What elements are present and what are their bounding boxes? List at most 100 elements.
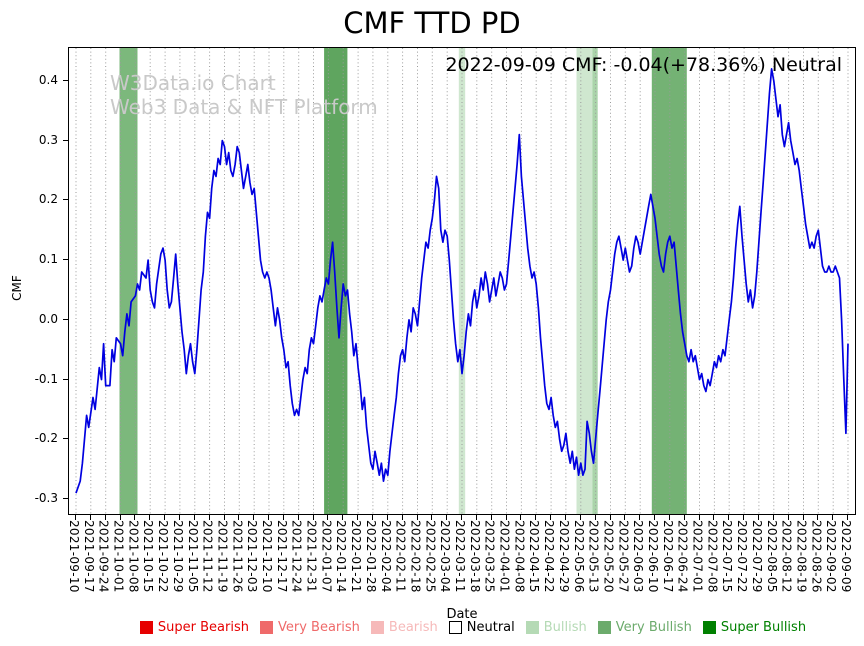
- signal-band-bullish: [458, 48, 466, 514]
- x-tick-mark: [639, 515, 641, 520]
- x-tick-label: 2022-05-13: [586, 520, 601, 593]
- y-tick-label: -0.3: [34, 491, 58, 506]
- x-tick-mark: [787, 515, 789, 520]
- x-tick-mark: [579, 515, 581, 520]
- x-tick-label: 2022-06-24: [675, 520, 690, 593]
- legend-swatch: [597, 621, 611, 634]
- y-tick-mark: [63, 438, 68, 440]
- x-tick-label: 2022-06-03: [631, 520, 646, 593]
- x-tick-mark: [119, 515, 121, 520]
- x-tick-label: 2021-12-03: [245, 520, 260, 593]
- x-tick-label: 2022-05-20: [601, 520, 616, 593]
- latest-value-annotation: 2022-09-09 CMF: -0.04(+78.36%) Neutral: [445, 54, 842, 76]
- x-tick-label: 2022-07-08: [705, 520, 720, 593]
- legend-item-very-bullish: Very Bullish: [597, 620, 692, 635]
- x-tick-label: 2022-02-25: [423, 520, 438, 593]
- legend-item-super-bearish: Super Bearish: [139, 620, 249, 635]
- cmf-line: [75, 68, 849, 494]
- chart-title: CMF TTD PD: [343, 6, 521, 40]
- x-tick-mark: [89, 515, 91, 520]
- x-tick-label: 2021-10-22: [156, 520, 171, 593]
- x-tick-label: 2022-08-26: [809, 520, 824, 593]
- x-tick-mark: [134, 515, 136, 520]
- x-tick-mark: [698, 515, 700, 520]
- x-tick-mark: [609, 515, 611, 520]
- x-tick-label: 2022-05-27: [616, 520, 631, 593]
- x-tick-label: 2022-09-09: [839, 520, 853, 593]
- x-tick-label: 2022-01-28: [363, 520, 378, 593]
- x-tick-mark: [401, 515, 403, 520]
- x-tick-label: 2022-08-19: [794, 520, 809, 593]
- x-tick-mark: [490, 515, 492, 520]
- x-tick-label: 2022-02-04: [378, 520, 393, 593]
- x-tick-label: 2021-10-29: [170, 520, 185, 593]
- x-tick-label: 2021-11-12: [200, 520, 215, 593]
- x-tick-label: 2022-06-17: [660, 520, 675, 593]
- x-tick-label: 2022-04-08: [512, 520, 527, 593]
- legend-item-super-bullish: Super Bullish: [702, 620, 806, 635]
- x-tick-label: 2021-11-26: [230, 520, 245, 593]
- x-tick-mark: [297, 515, 299, 520]
- x-tick-mark: [654, 515, 655, 520]
- x-tick-label: 2022-03-25: [482, 520, 497, 593]
- y-axis-title: CMF: [9, 275, 24, 301]
- legend-label: Super Bearish: [157, 620, 249, 635]
- legend-label: Bearish: [388, 620, 438, 635]
- x-tick-label: 2021-12-17: [274, 520, 289, 593]
- x-tick-label: 2022-02-18: [408, 520, 423, 593]
- x-tick-mark: [178, 515, 180, 520]
- x-tick-mark: [802, 515, 804, 520]
- y-tick-label: 0.4: [38, 72, 58, 87]
- legend-label: Very Bearish: [278, 620, 360, 635]
- x-tick-mark: [757, 515, 759, 520]
- x-tick-mark: [446, 515, 448, 520]
- x-tick-label: 2022-01-14: [334, 520, 349, 593]
- x-axis-title: Date: [446, 607, 478, 622]
- x-tick-label: 2021-09-10: [67, 520, 81, 593]
- x-tick-mark: [371, 515, 373, 520]
- y-tick-mark: [63, 199, 68, 201]
- legend-label: Very Bullish: [615, 620, 692, 635]
- legend-swatch: [260, 621, 273, 634]
- x-tick-label: 2022-03-11: [453, 520, 467, 593]
- legend-swatch: [448, 621, 462, 634]
- x-tick-label: 2021-10-08: [126, 520, 141, 593]
- x-tick-label: 2021-11-19: [215, 520, 230, 593]
- legend-item-very-bearish: Very Bearish: [260, 620, 360, 635]
- x-tick-label: 2021-11-05: [185, 520, 200, 593]
- watermark-line1: W3Data.io Chart: [110, 71, 276, 95]
- x-tick-mark: [312, 515, 314, 520]
- x-tick-mark: [564, 515, 566, 520]
- x-tick-mark: [386, 515, 388, 520]
- y-tick-label: 0.0: [38, 311, 58, 326]
- y-tick-mark: [63, 139, 68, 141]
- y-tick-label: -0.2: [34, 431, 58, 446]
- x-tick-mark: [327, 515, 329, 520]
- x-tick-label: 2022-02-11: [393, 520, 408, 593]
- x-tick-mark: [772, 515, 774, 520]
- y-tick-mark: [63, 79, 68, 81]
- legend-label: Neutral: [466, 620, 515, 635]
- x-tick-mark: [253, 515, 255, 520]
- legend-swatch: [525, 621, 539, 634]
- legend-swatch: [370, 621, 384, 634]
- y-tick-label: -0.1: [34, 371, 58, 386]
- x-tick-mark: [416, 515, 418, 520]
- x-tick-label: 2021-10-15: [141, 520, 156, 593]
- x-tick-label: 2022-04-01: [497, 520, 512, 593]
- legend-label: Bullish: [543, 620, 587, 635]
- x-tick-mark: [624, 515, 626, 520]
- legend-item-bullish: Bullish: [525, 620, 587, 635]
- x-tick-label: 2022-08-05: [764, 520, 779, 593]
- x-tick-label: 2022-07-22: [735, 520, 750, 593]
- x-tick-label: 2022-04-29: [556, 520, 571, 593]
- legend-item-bearish: Bearish: [370, 620, 438, 635]
- x-tick-mark: [668, 515, 670, 520]
- y-tick-label: 0.1: [38, 252, 58, 267]
- watermark-line2: Web3 Data & NFT Platform: [110, 95, 378, 119]
- x-tick-mark: [683, 515, 685, 520]
- x-tick-mark: [594, 515, 596, 520]
- x-tick-label: 2022-09-02: [824, 520, 839, 593]
- x-tick-mark: [104, 515, 106, 520]
- x-tick-mark: [164, 515, 166, 520]
